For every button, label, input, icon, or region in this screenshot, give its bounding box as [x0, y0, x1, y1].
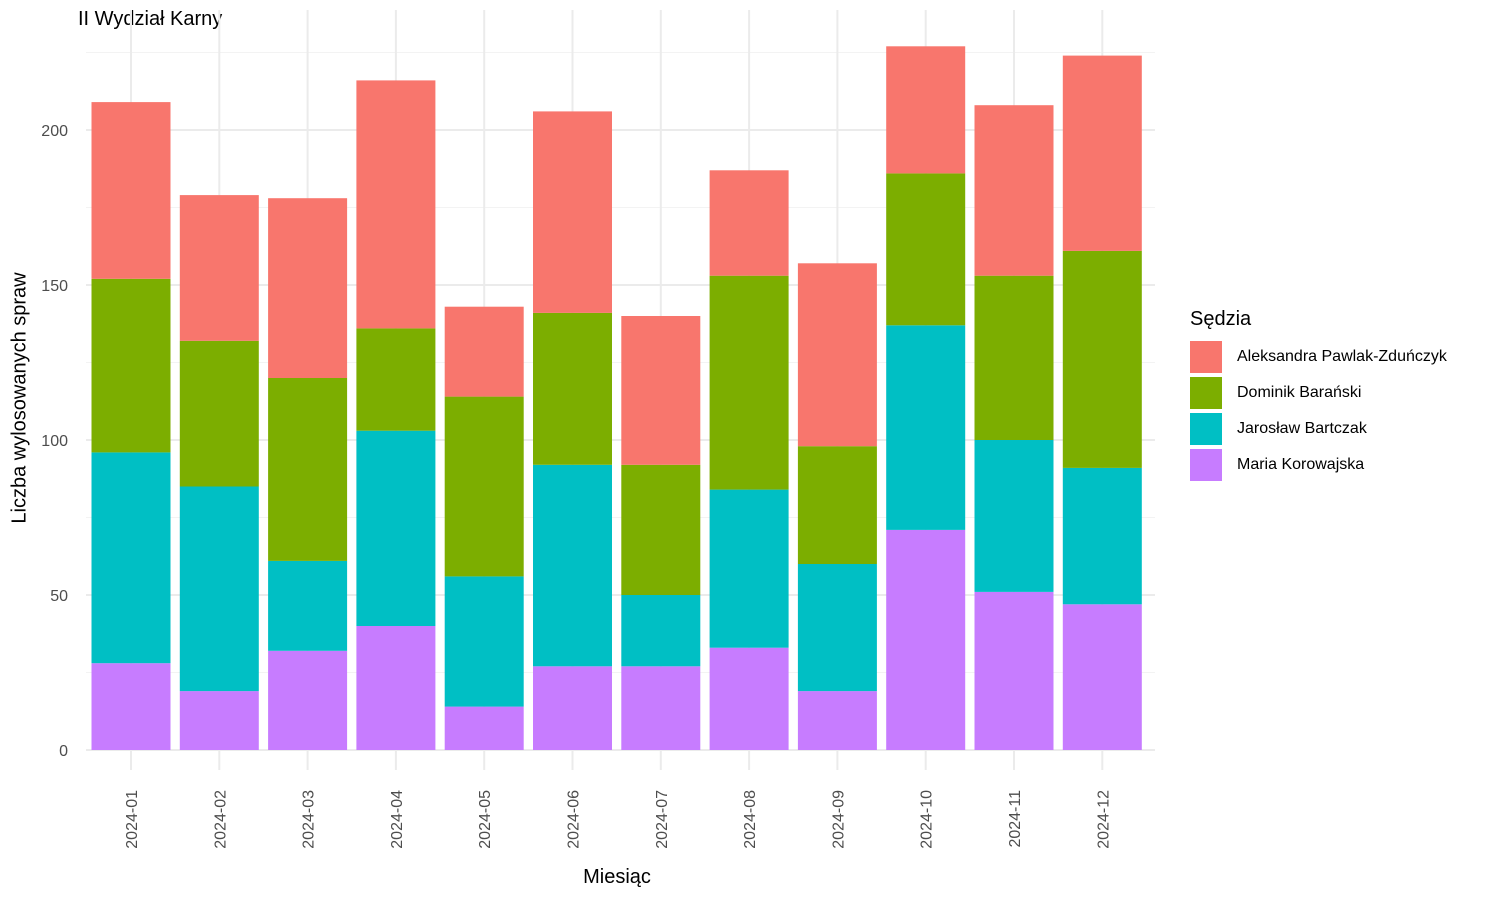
bar-segment	[444, 706, 524, 750]
y-tick-label: 100	[41, 433, 68, 450]
bar-segment	[621, 316, 701, 465]
bar-segment	[797, 263, 877, 447]
bar-segment	[444, 306, 524, 397]
bar-segment	[886, 46, 966, 174]
y-tick-label: 200	[41, 123, 68, 140]
bar-segment	[621, 666, 701, 750]
bar-segment	[268, 198, 348, 378]
bar-segment	[91, 452, 171, 664]
bar-segment	[91, 278, 171, 453]
x-tick-label: 2024-10	[919, 790, 936, 849]
bar-segment	[533, 312, 612, 465]
y-tick-label: 0	[59, 743, 68, 760]
bar-segment	[621, 464, 701, 595]
bar-segment	[886, 529, 966, 750]
y-tick-label: 150	[41, 278, 68, 295]
x-tick-label: 2024-03	[301, 790, 318, 849]
bar-segment	[179, 195, 259, 341]
legend-label: Dominik Barański	[1237, 384, 1362, 401]
bar-segment	[268, 650, 348, 750]
legend-key	[1190, 341, 1222, 373]
legend-label: Aleksandra Pawlak-Zduńczyk	[1237, 348, 1447, 365]
bar-segment	[974, 591, 1054, 750]
bar-segment	[356, 626, 436, 750]
bar-segment	[1062, 467, 1142, 605]
legend-key	[1190, 449, 1222, 481]
bar-segment	[533, 111, 612, 313]
bar-segment	[91, 102, 171, 279]
bar-segment	[974, 105, 1054, 276]
bar-segment	[974, 440, 1054, 592]
bar-segment	[179, 486, 259, 692]
legend-label: Jarosław Bartczak	[1237, 420, 1367, 437]
x-tick-label: 2024-05	[477, 790, 494, 849]
bar-segment	[356, 80, 436, 329]
bar-segment	[356, 430, 436, 626]
legend-key	[1190, 377, 1222, 409]
bar-segment	[1062, 55, 1142, 251]
bar-segment	[533, 464, 612, 667]
bar-segment	[621, 595, 701, 667]
bar-segment	[709, 647, 789, 750]
bar-segment	[797, 446, 877, 564]
bar-segment	[533, 666, 612, 750]
legend-item: Dominik Barański	[1190, 375, 1447, 411]
bar-segment	[709, 275, 789, 490]
bar-segment	[709, 170, 789, 276]
bar-segment	[444, 576, 524, 707]
bar-segment	[268, 560, 348, 651]
bar-segment	[797, 564, 877, 692]
bar-segment	[356, 328, 436, 431]
bar-segment	[268, 378, 348, 561]
bar-segment	[886, 173, 966, 326]
bar-segment	[974, 275, 1054, 440]
bar-segment	[91, 663, 171, 750]
x-tick-label: 2024-07	[654, 790, 671, 849]
x-tick-label: 2024-06	[566, 790, 583, 849]
y-tick-label: 50	[50, 588, 68, 605]
legend-item: Aleksandra Pawlak-Zduńczyk	[1190, 339, 1447, 375]
x-tick-label: 2024-04	[389, 790, 406, 849]
bar-segment	[709, 489, 789, 648]
x-tick-label: 2024-01	[124, 790, 141, 849]
x-tick-label: 2024-11	[1007, 790, 1024, 848]
x-tick-label: 2024-08	[742, 790, 759, 849]
bar-segment	[1062, 604, 1142, 750]
bar-segment	[179, 691, 259, 750]
bar-segment	[886, 325, 966, 530]
legend-item: Maria Korowajska	[1190, 447, 1447, 483]
bar-segment	[179, 340, 259, 487]
legend-key	[1190, 413, 1222, 445]
x-tick-label: 2024-02	[212, 790, 229, 849]
legend: Sędzia Aleksandra Pawlak-Zduńczyk Domini…	[1190, 308, 1447, 483]
chart-title: II Wydział Karny	[78, 8, 223, 30]
legend-item: Jarosław Bartczak	[1190, 411, 1447, 447]
bar-segment	[444, 396, 524, 577]
x-axis-title: Miesiąc	[583, 866, 651, 888]
legend-title: Sędzia	[1190, 308, 1252, 330]
x-tick-label: 2024-12	[1095, 790, 1112, 849]
bar-segment	[797, 691, 877, 750]
legend-label: Maria Korowajska	[1237, 456, 1365, 473]
bar-segment	[1062, 250, 1142, 468]
x-tick-label: 2024-09	[830, 790, 847, 849]
